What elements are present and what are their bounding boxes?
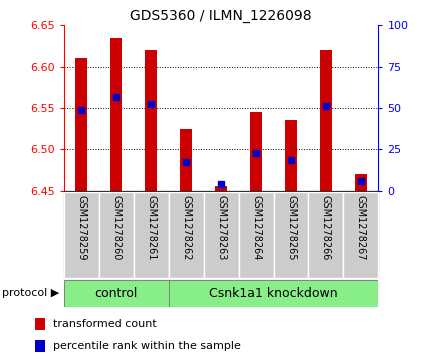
- Text: GSM1278260: GSM1278260: [111, 195, 121, 260]
- Text: control: control: [95, 287, 138, 299]
- Text: GSM1278267: GSM1278267: [356, 195, 366, 260]
- Bar: [64, 280, 169, 307]
- Text: Csnk1a1 knockdown: Csnk1a1 knockdown: [209, 287, 338, 299]
- Text: GSM1278262: GSM1278262: [181, 195, 191, 260]
- Text: GSM1278265: GSM1278265: [286, 195, 296, 260]
- Text: GSM1278263: GSM1278263: [216, 195, 226, 260]
- Text: GSM1278259: GSM1278259: [76, 195, 86, 260]
- Bar: [250, 112, 262, 191]
- Bar: [204, 192, 238, 278]
- Bar: [134, 192, 169, 278]
- Bar: [274, 192, 308, 278]
- Bar: [285, 121, 297, 191]
- Bar: [180, 129, 192, 191]
- Bar: [344, 192, 378, 278]
- Bar: [75, 58, 88, 191]
- Bar: [308, 192, 344, 278]
- Text: GSM1278266: GSM1278266: [321, 195, 331, 260]
- Bar: [35, 340, 45, 352]
- Bar: [64, 192, 99, 278]
- Text: GSM1278264: GSM1278264: [251, 195, 261, 260]
- Bar: [320, 50, 332, 191]
- Bar: [169, 192, 204, 278]
- Text: percentile rank within the sample: percentile rank within the sample: [53, 341, 241, 351]
- Bar: [215, 187, 227, 191]
- Bar: [110, 38, 122, 191]
- Text: GSM1278261: GSM1278261: [146, 195, 156, 260]
- Text: transformed count: transformed count: [53, 319, 156, 329]
- Bar: [99, 192, 134, 278]
- Bar: [169, 280, 378, 307]
- Title: GDS5360 / ILMN_1226098: GDS5360 / ILMN_1226098: [130, 9, 312, 23]
- Bar: [355, 174, 367, 191]
- Bar: [238, 192, 274, 278]
- Bar: [35, 318, 45, 330]
- Bar: [145, 50, 158, 191]
- Text: protocol ▶: protocol ▶: [2, 288, 59, 298]
